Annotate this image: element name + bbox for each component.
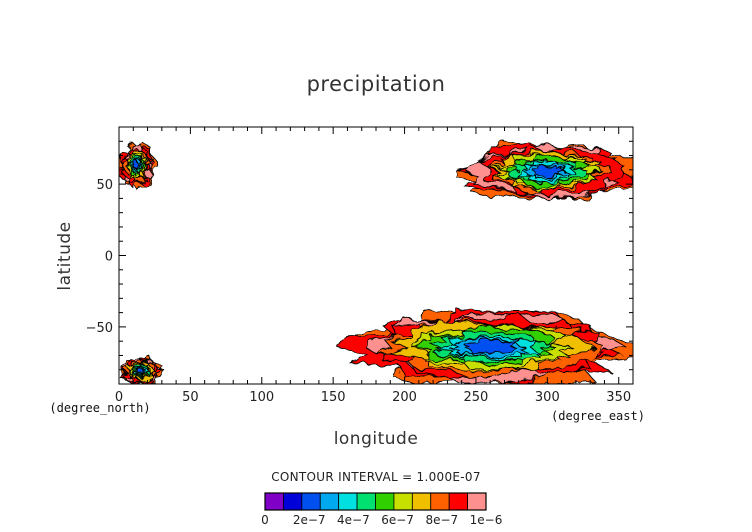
y-unit-label: (degree_north)	[49, 401, 150, 415]
colorbar-label: 1e−6	[470, 513, 503, 527]
colorbar-swatch	[411, 492, 432, 511]
colorbar-swatch	[319, 492, 340, 511]
colorbar-swatch	[448, 492, 468, 511]
colorbar-frame	[264, 492, 487, 511]
y-tick-label: 0	[105, 250, 113, 265]
colorbar-swatch	[301, 492, 321, 511]
contour-interval-note: CONTOUR INTERVAL = 1.000E-07	[271, 470, 481, 484]
axis-ticks: 0 50 100 150 200 250 300 350 50 0 −50	[86, 127, 633, 405]
x-tick-label: 200	[392, 390, 417, 405]
colorbar-label: 6e−7	[381, 513, 414, 527]
y-tick-label: −50	[86, 321, 113, 336]
contour-fill-layer	[119, 139, 633, 384]
x-tick-label: 300	[535, 390, 560, 405]
contour-band	[135, 368, 146, 375]
x-tick-label: 350	[606, 390, 631, 405]
colorbar-label: 4e−7	[337, 513, 370, 527]
x-tick-label: 250	[464, 390, 489, 405]
colorbar-swatch	[375, 492, 395, 511]
colorbar-swatch	[338, 492, 358, 511]
colorbar: 0 2e−7 4e−7 6e−7 8e−7 1e−6	[261, 492, 503, 527]
chart-title: precipitation	[307, 72, 446, 96]
colorbar-swatch	[393, 492, 413, 511]
contour-band	[464, 338, 518, 355]
colorbar-swatch	[283, 492, 303, 511]
x-tick-label: 150	[321, 390, 346, 405]
colorbar-label: 8e−7	[425, 513, 458, 527]
x-unit-label: (degree_east)	[551, 409, 645, 423]
contour-band	[531, 164, 566, 178]
colorbar-label: 2e−7	[293, 513, 326, 527]
x-axis-title: longitude	[334, 429, 419, 449]
precipitation-field	[119, 139, 633, 384]
colorbar-label: 0	[261, 513, 269, 527]
x-tick-label: 50	[182, 390, 199, 405]
y-tick-label: 50	[96, 178, 113, 193]
colorbar-swatch	[467, 492, 487, 511]
x-tick-label: 0	[115, 390, 123, 405]
y-axis-title: latitude	[55, 221, 75, 290]
colorbar-swatch	[356, 492, 376, 511]
colorbar-swatch	[430, 492, 450, 511]
x-tick-label: 100	[249, 390, 274, 405]
contour-band	[132, 160, 141, 170]
colorbar-swatch	[264, 492, 284, 511]
